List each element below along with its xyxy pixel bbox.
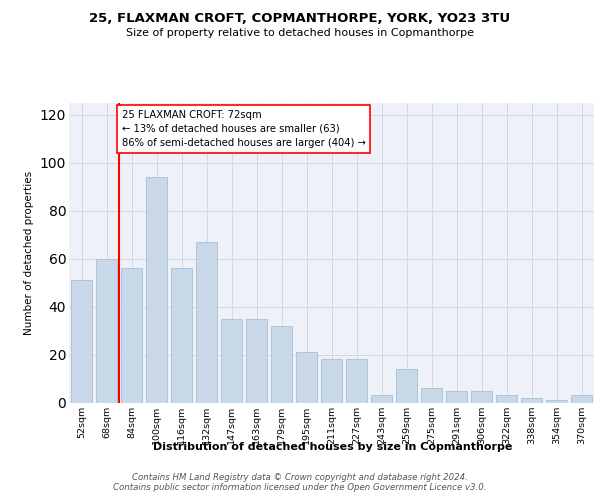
- Bar: [446, 390, 467, 402]
- Bar: [221, 318, 242, 402]
- Bar: [321, 360, 342, 403]
- Text: Size of property relative to detached houses in Copmanthorpe: Size of property relative to detached ho…: [126, 28, 474, 38]
- Text: Contains HM Land Registry data © Crown copyright and database right 2024.
Contai: Contains HM Land Registry data © Crown c…: [113, 472, 487, 492]
- Bar: [471, 390, 492, 402]
- Bar: [346, 360, 367, 403]
- Bar: [121, 268, 142, 402]
- Text: 25 FLAXMAN CROFT: 72sqm
← 13% of detached houses are smaller (63)
86% of semi-de: 25 FLAXMAN CROFT: 72sqm ← 13% of detache…: [121, 110, 365, 148]
- Bar: [271, 326, 292, 402]
- Bar: [96, 258, 117, 402]
- Bar: [171, 268, 192, 402]
- Bar: [71, 280, 92, 402]
- Bar: [496, 396, 517, 402]
- Bar: [146, 177, 167, 402]
- Bar: [546, 400, 567, 402]
- Bar: [296, 352, 317, 403]
- Bar: [246, 318, 267, 402]
- Bar: [521, 398, 542, 402]
- Y-axis label: Number of detached properties: Number of detached properties: [24, 170, 34, 334]
- Bar: [396, 369, 417, 402]
- Bar: [571, 396, 592, 402]
- Text: Distribution of detached houses by size in Copmanthorpe: Distribution of detached houses by size …: [154, 442, 512, 452]
- Bar: [421, 388, 442, 402]
- Bar: [371, 396, 392, 402]
- Text: 25, FLAXMAN CROFT, COPMANTHORPE, YORK, YO23 3TU: 25, FLAXMAN CROFT, COPMANTHORPE, YORK, Y…: [89, 12, 511, 26]
- Bar: [196, 242, 217, 402]
